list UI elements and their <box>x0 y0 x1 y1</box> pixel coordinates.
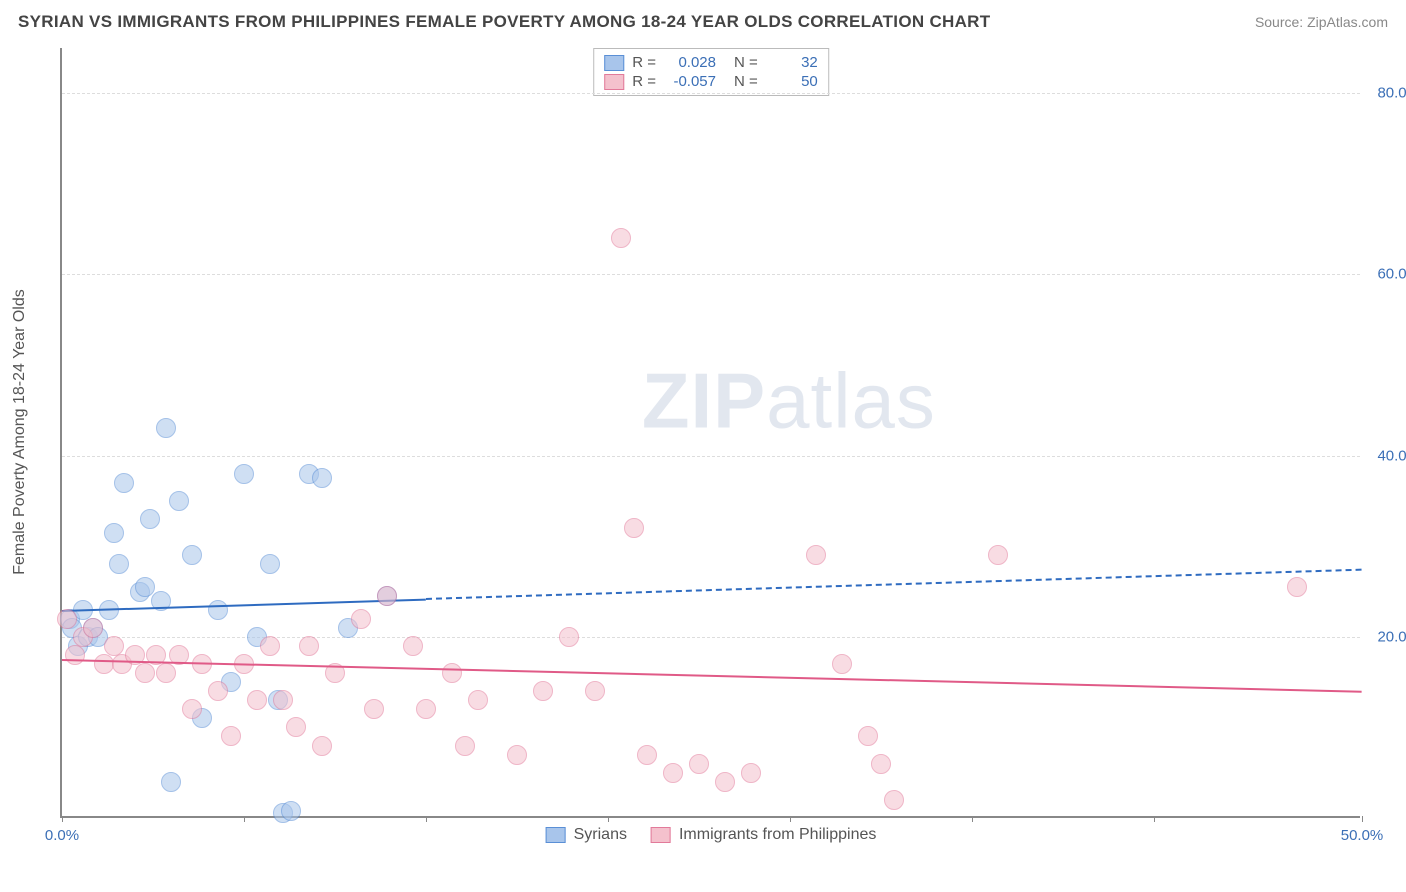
data-point <box>104 523 124 543</box>
data-point <box>140 509 160 529</box>
data-point <box>364 699 384 719</box>
x-tick <box>608 816 609 822</box>
data-point <box>442 663 462 683</box>
legend-label: Immigrants from Philippines <box>679 826 876 844</box>
r-value: -0.057 <box>664 73 716 90</box>
x-tick <box>1362 816 1363 822</box>
data-point <box>182 699 202 719</box>
correlation-row: R = 0.028 N = 32 <box>604 53 818 72</box>
gridline <box>62 274 1360 275</box>
data-point <box>455 736 475 756</box>
data-point <box>377 586 397 606</box>
correlation-row: R = -0.057 N = 50 <box>604 72 818 91</box>
data-point <box>109 554 129 574</box>
data-point <box>312 736 332 756</box>
r-label: R = <box>632 54 656 71</box>
n-label: N = <box>734 54 758 71</box>
series-legend: Syrians Immigrants from Philippines <box>546 826 877 844</box>
data-point <box>533 681 553 701</box>
data-point <box>741 763 761 783</box>
r-value: 0.028 <box>664 54 716 71</box>
data-point <box>663 763 683 783</box>
legend-swatch <box>546 827 566 843</box>
chart-title: SYRIAN VS IMMIGRANTS FROM PHILIPPINES FE… <box>18 12 990 32</box>
data-point <box>286 717 306 737</box>
correlation-legend: R = 0.028 N = 32 R = -0.057 N = 50 <box>593 48 829 96</box>
data-point <box>871 754 891 774</box>
data-point <box>247 690 267 710</box>
y-axis-label: Female Poverty Among 18-24 Year Olds <box>11 289 29 575</box>
data-point <box>221 726 241 746</box>
source-label: Source: ZipAtlas.com <box>1255 14 1388 30</box>
data-point <box>416 699 436 719</box>
data-point <box>637 745 657 765</box>
data-point <box>312 468 332 488</box>
y-tick-label: 80.0% <box>1365 85 1406 102</box>
data-point <box>884 790 904 810</box>
legend-swatch <box>604 55 624 71</box>
data-point <box>351 609 371 629</box>
data-point <box>169 491 189 511</box>
data-point <box>281 801 301 821</box>
data-point <box>156 663 176 683</box>
data-point <box>715 772 735 792</box>
legend-swatch <box>651 827 671 843</box>
data-point <box>156 418 176 438</box>
legend-label: Syrians <box>574 826 627 844</box>
data-point <box>65 645 85 665</box>
x-tick <box>244 816 245 822</box>
data-point <box>135 663 155 683</box>
data-point <box>988 545 1008 565</box>
data-point <box>57 609 77 629</box>
y-tick-label: 20.0% <box>1365 628 1406 645</box>
data-point <box>161 772 181 792</box>
data-point <box>299 636 319 656</box>
data-point <box>104 636 124 656</box>
data-point <box>114 473 134 493</box>
x-tick <box>426 816 427 822</box>
r-label: R = <box>632 73 656 90</box>
n-label: N = <box>734 73 758 90</box>
data-point <box>559 627 579 647</box>
data-point <box>858 726 878 746</box>
data-point <box>468 690 488 710</box>
gridline <box>62 93 1360 94</box>
gridline <box>62 456 1360 457</box>
trend-line <box>62 659 1362 693</box>
data-point <box>689 754 709 774</box>
data-point <box>806 545 826 565</box>
data-point <box>83 618 103 638</box>
data-point <box>260 554 280 574</box>
data-point <box>403 636 423 656</box>
data-point <box>507 745 527 765</box>
trend-line <box>426 569 1362 600</box>
data-point <box>208 681 228 701</box>
x-tick <box>1154 816 1155 822</box>
y-tick-label: 60.0% <box>1365 266 1406 283</box>
data-point <box>1287 577 1307 597</box>
legend-swatch <box>604 74 624 90</box>
legend-item: Syrians <box>546 826 627 844</box>
data-point <box>234 464 254 484</box>
data-point <box>208 600 228 620</box>
x-tick <box>790 816 791 822</box>
data-point <box>260 636 280 656</box>
n-value: 50 <box>766 73 818 90</box>
data-point <box>182 545 202 565</box>
data-point <box>94 654 114 674</box>
legend-item: Immigrants from Philippines <box>651 826 876 844</box>
data-point <box>832 654 852 674</box>
plot-area: Female Poverty Among 18-24 Year Olds ZIP… <box>60 48 1360 818</box>
data-point <box>624 518 644 538</box>
x-tick-label: 0.0% <box>45 827 79 844</box>
x-tick <box>62 816 63 822</box>
data-point <box>585 681 605 701</box>
y-tick-label: 40.0% <box>1365 447 1406 464</box>
data-point <box>273 690 293 710</box>
watermark: ZIPatlas <box>642 356 936 447</box>
x-tick <box>972 816 973 822</box>
n-value: 32 <box>766 54 818 71</box>
data-point <box>611 228 631 248</box>
x-tick-label: 50.0% <box>1341 827 1384 844</box>
